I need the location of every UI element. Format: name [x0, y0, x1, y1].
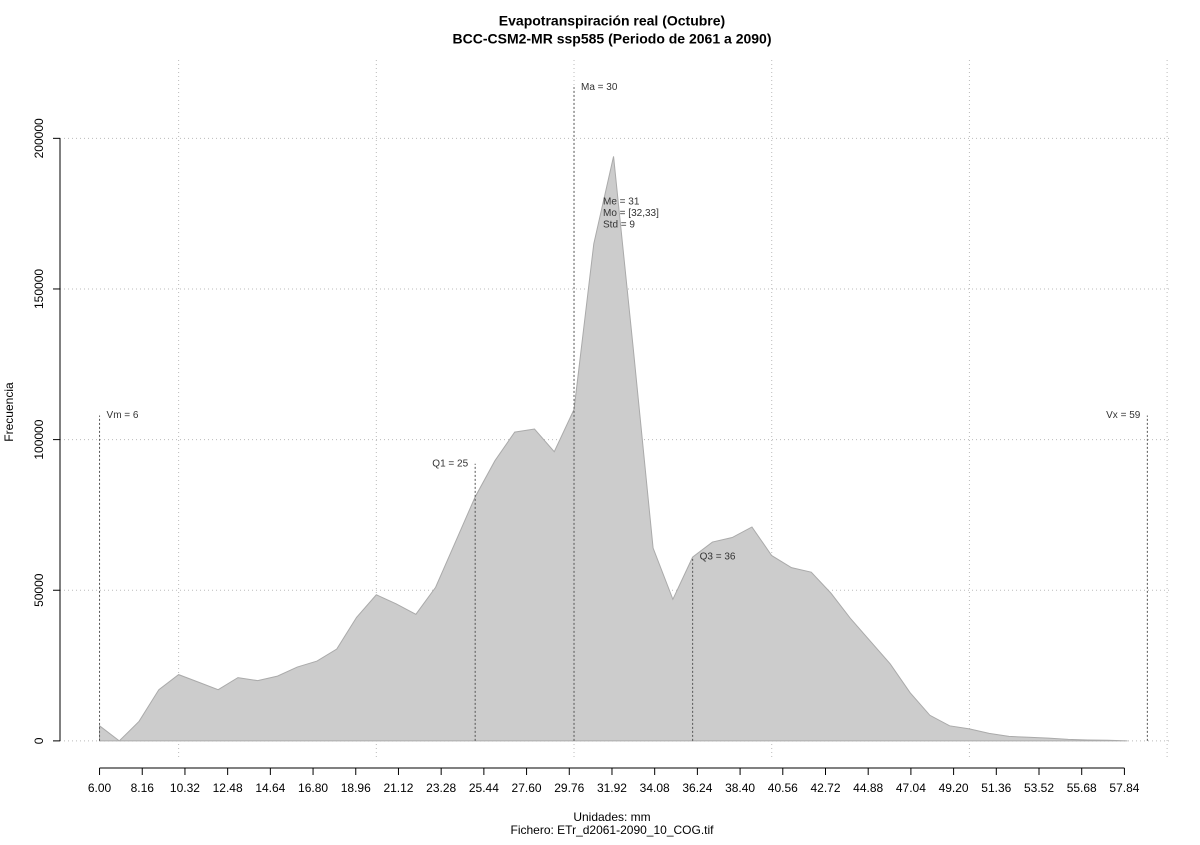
y-tick-label: 200000: [32, 118, 46, 158]
x-tick-label: 55.68: [1067, 781, 1097, 795]
marker-label: Q1 = 25: [432, 458, 468, 469]
x-tick-label: 12.48: [213, 781, 243, 795]
y-tick-label: 150000: [32, 269, 46, 309]
area: [99, 156, 1128, 742]
stat-label: Std = 9: [603, 220, 635, 231]
chart-title: Evapotranspiración real (Octubre): [499, 13, 725, 29]
x-tick-label: 6.00: [88, 781, 112, 795]
x-tick-label: 36.24: [682, 781, 712, 795]
stat-label: Mo = [32,33]: [603, 208, 659, 219]
y-tick-label: 100000: [32, 419, 46, 459]
x-tick-label: 16.80: [298, 781, 328, 795]
x-tick-label: 40.56: [768, 781, 798, 795]
x-tick-label: 29.76: [554, 781, 584, 795]
marker-label: Ma = 30: [581, 82, 618, 93]
x-tick-label: 21.12: [383, 781, 413, 795]
x-tick-label: 38.40: [725, 781, 755, 795]
stat-label: Me = 31: [603, 197, 640, 208]
caption: Fichero: ETr_d2061-2090_10_COG.tif: [511, 823, 715, 837]
x-tick-label: 18.96: [341, 781, 371, 795]
x-tick-label: 57.84: [1109, 781, 1139, 795]
x-tick-label: 34.08: [640, 781, 670, 795]
chart-subtitle: BCC-CSM2-MR ssp585 (Periodo de 2061 a 20…: [453, 31, 772, 47]
x-tick-label: 49.20: [939, 781, 969, 795]
x-tick-label: 10.32: [170, 781, 200, 795]
x-tick-label: 53.52: [1024, 781, 1054, 795]
marker-label: Q3 = 36: [700, 552, 736, 563]
x-tick-label: 31.92: [597, 781, 627, 795]
marker-label: Vx = 59: [1106, 410, 1141, 421]
marker-label: Vm = 6: [107, 410, 139, 421]
y-tick-label: 0: [32, 737, 46, 744]
x-tick-label: 8.16: [131, 781, 155, 795]
x-tick-label: 44.88: [853, 781, 883, 795]
x-tick-label: 25.44: [469, 781, 499, 795]
x-axis-label: Unidades: mm: [573, 810, 650, 824]
x-tick-label: 14.64: [255, 781, 285, 795]
x-tick-label: 47.04: [896, 781, 926, 795]
x-tick-label: 42.72: [810, 781, 840, 795]
x-tick-label: 23.28: [426, 781, 456, 795]
x-tick-label: 27.60: [512, 781, 542, 795]
y-tick-label: 50000: [32, 573, 46, 607]
y-axis-label: Frecuencia: [2, 382, 16, 442]
x-tick-label: 51.36: [981, 781, 1011, 795]
